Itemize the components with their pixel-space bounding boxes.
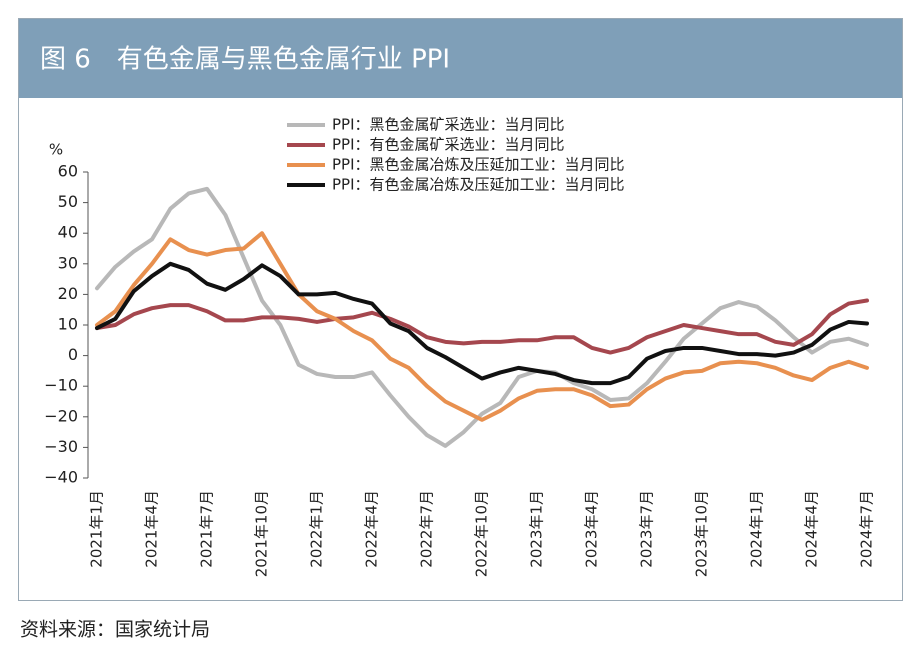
y-tick-label: 60 (58, 162, 78, 181)
x-tick-label: 2024年4月 (803, 490, 821, 568)
x-tick-label: 2023年1月 (528, 490, 546, 568)
y-tick-label: −20 (44, 406, 78, 425)
x-tick-label: 2023年10月 (693, 490, 711, 577)
x-tick-label: 2022年7月 (418, 490, 436, 568)
x-tick-label: 2021年1月 (88, 490, 106, 568)
x-tick-label: 2024年1月 (748, 490, 766, 568)
frame (18, 18, 903, 601)
legend-label: PPI：有色金属矿采选业：当月同比 (332, 136, 565, 154)
source-note: 资料来源：国家统计局 (20, 619, 210, 641)
y-tick-label: 40 (58, 223, 78, 242)
y-tick-label: −10 (44, 376, 78, 395)
y-tick-label: −30 (44, 437, 78, 456)
x-tick-label: 2024年7月 (858, 490, 876, 568)
y-tick-label: 0 (68, 345, 78, 364)
series-line (95, 231, 869, 422)
y-tick-label: −40 (44, 468, 78, 487)
y-axis-label: % (49, 141, 63, 159)
y-tick-label: 30 (58, 253, 78, 272)
series-line (95, 261, 869, 386)
y-tick-label: 50 (58, 192, 78, 211)
chart-title: 图 6 有色金属与黑色金属行业 PPI (40, 45, 450, 75)
legend-label: PPI：黑色金属矿采选业：当月同比 (332, 116, 565, 134)
y-tick-label: 20 (58, 284, 78, 303)
x-tick-label: 2022年1月 (308, 490, 326, 568)
x-tick-label: 2021年4月 (143, 490, 161, 568)
x-tick-label: 2023年4月 (583, 490, 601, 568)
x-tick-label: 2021年10月 (253, 490, 271, 577)
x-tick-label: 2022年4月 (363, 490, 381, 568)
series-line (95, 186, 869, 448)
x-tick-label: 2021年7月 (198, 490, 216, 568)
x-tick-label: 2022年10月 (473, 490, 491, 577)
y-tick-label: 10 (58, 315, 78, 334)
x-tick-label: 2023年7月 (638, 490, 656, 568)
series-line (95, 298, 869, 355)
legend-label: PPI：有色金属冶炼及压延加工业：当月同比 (332, 176, 625, 194)
legend-label: PPI：黑色金属冶炼及压延加工业：当月同比 (332, 156, 625, 174)
header-bar (18, 18, 903, 98)
